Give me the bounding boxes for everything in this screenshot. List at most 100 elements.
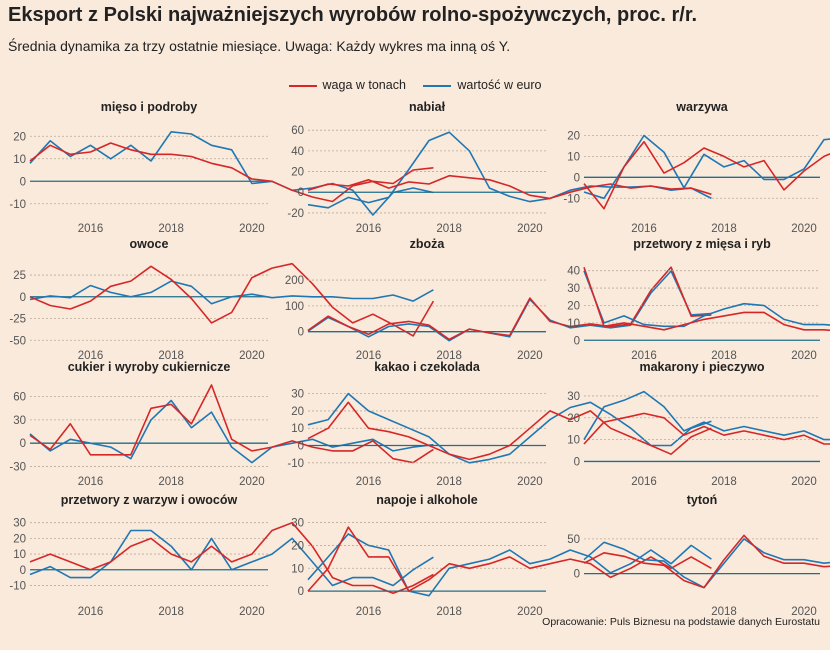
- panel-title: napoje i alkohole: [376, 493, 477, 507]
- y-tick-label: 0: [298, 441, 304, 453]
- y-tick-label: 0: [574, 569, 580, 581]
- x-tick-label: 2018: [158, 350, 184, 362]
- panel-title: przetwory z warzyw i owoców: [61, 493, 238, 507]
- panel-title: owoce: [130, 237, 169, 251]
- series-line-wartosc: [583, 134, 830, 200]
- y-tick-label: 20: [567, 300, 580, 312]
- panel-kakao-i-czekolada: kakao i czekolada -10 0 10 20 30 2016 2018 2020: [287, 360, 712, 488]
- y-tick-label: 10: [567, 435, 580, 447]
- y-tick-label: 0: [574, 172, 580, 184]
- panel-title: warzywa: [675, 100, 728, 114]
- x-tick-label: 2016: [631, 223, 657, 235]
- source-note: Opracowanie: Puls Biznesu na podstawie d…: [542, 616, 820, 628]
- x-tick-label: 2018: [711, 350, 737, 362]
- y-tick-label: 20: [291, 406, 304, 418]
- series-line-wartosc: [29, 529, 434, 587]
- y-tick-label: 20: [13, 131, 26, 143]
- x-tick-label: 2018: [158, 606, 184, 618]
- chart-title: Eksport z Polski najważniejszych wyrobów…: [8, 4, 698, 26]
- y-tick-label: 0: [298, 586, 304, 598]
- y-tick-label: 0: [20, 176, 26, 188]
- x-tick-label: 2018: [436, 476, 462, 488]
- series-line-waga: [583, 412, 830, 445]
- y-tick-label: 30: [13, 415, 26, 427]
- x-tick-label: 2016: [356, 606, 382, 618]
- x-tick-label: 2018: [711, 606, 737, 618]
- series-line-wartosc: [307, 270, 712, 342]
- panel-nabial: nabiał -20 0 20 40 60 2016 2018 2020: [287, 100, 712, 235]
- y-tick-label: -10: [9, 199, 26, 211]
- panel-title: mięso i podroby: [101, 100, 198, 114]
- x-tick-label: 2016: [631, 476, 657, 488]
- x-tick-label: 2020: [791, 476, 817, 488]
- y-tick-label: 60: [291, 125, 304, 137]
- x-tick-label: 2018: [711, 476, 737, 488]
- series-line-wartosc: [307, 533, 712, 597]
- y-tick-label: 10: [291, 423, 304, 435]
- y-tick-label: 10: [567, 318, 580, 330]
- panel-makarony-i-pieczywo: makarony i pieczywo 0 10 20 30 2016 2018 2020: [567, 360, 830, 488]
- y-tick-label: 20: [13, 533, 26, 545]
- y-tick-label: 20: [291, 167, 304, 179]
- y-tick-label: 0: [20, 292, 26, 304]
- x-tick-label: 2016: [356, 350, 382, 362]
- series-line-wartosc: [583, 390, 830, 441]
- x-tick-label: 2020: [239, 223, 265, 235]
- y-tick-label: 30: [291, 389, 304, 401]
- x-tick-label: 2018: [436, 223, 462, 235]
- series-line-wartosc: [307, 131, 712, 209]
- y-tick-label: 0: [574, 456, 580, 468]
- y-tick-label: 40: [567, 266, 580, 278]
- x-tick-label: 2016: [631, 350, 657, 362]
- x-tick-label: 2020: [239, 350, 265, 362]
- y-tick-label: 200: [285, 275, 304, 287]
- y-tick-label: 20: [291, 540, 304, 552]
- x-tick-label: 2018: [436, 350, 462, 362]
- y-tick-label: 30: [567, 283, 580, 295]
- legend-item-waga: waga w tonach: [288, 78, 406, 92]
- x-tick-label: 2020: [239, 606, 265, 618]
- y-tick-label: -20: [287, 208, 304, 220]
- series-line-waga: [583, 534, 830, 589]
- series-line-waga: [583, 266, 830, 332]
- y-tick-label: 20: [567, 413, 580, 425]
- series-line-waga: [307, 401, 712, 461]
- panel-przetwory-z-miesa-i-ryb: przetwory z mięsa i ryb 0 10 20 30 40 2016 2018…: [567, 237, 830, 362]
- legend-label-waga: waga w tonach: [322, 78, 406, 92]
- panel-mieso-i-podroby: mięso i podroby -10 0 10 20 2016 2018 2020: [9, 100, 434, 235]
- series-line-waga: [29, 262, 435, 337]
- panel-napoje-i-alkohole: napoje i alkohole 0 10 20 30 2016 2018 2020: [291, 493, 712, 618]
- panel-tyton: tytoń 0 50 2018 2020: [567, 493, 830, 618]
- x-tick-label: 2020: [791, 223, 817, 235]
- x-tick-label: 2018: [158, 476, 184, 488]
- x-tick-label: 2020: [239, 476, 265, 488]
- y-tick-label: 100: [285, 301, 304, 313]
- panel-title: makarony i pieczywo: [639, 360, 764, 374]
- y-tick-label: 40: [291, 146, 304, 158]
- x-tick-label: 2020: [791, 606, 817, 618]
- x-tick-label: 2020: [517, 476, 543, 488]
- y-tick-label: -10: [287, 458, 304, 470]
- y-tick-label: 0: [298, 327, 304, 339]
- panel-warzywa: warzywa -10 0 10 20 2016 2018 2020: [563, 100, 830, 235]
- x-tick-label: 2016: [78, 350, 104, 362]
- y-tick-label: 20: [567, 130, 580, 142]
- y-tick-label: 60: [13, 392, 26, 404]
- x-tick-label: 2018: [711, 223, 737, 235]
- legend-item-wartosc: wartość w euro: [423, 78, 541, 92]
- panel-title: cukier i wyroby cukiernicze: [68, 360, 231, 374]
- y-tick-label: 50: [567, 534, 580, 546]
- series-line-waga: [583, 140, 830, 210]
- y-tick-label: 0: [298, 187, 304, 199]
- legend-swatch-wartosc: [423, 84, 452, 87]
- y-tick-label: 25: [13, 270, 26, 282]
- panel-title: kakao i czekolada: [374, 360, 481, 374]
- panel-title: tytoń: [687, 493, 718, 507]
- y-tick-label: 30: [13, 518, 26, 530]
- x-tick-label: 2020: [791, 350, 817, 362]
- y-tick-label: 0: [20, 438, 26, 450]
- y-tick-label: 10: [13, 549, 26, 561]
- legend: waga w tonach wartość w euro: [0, 78, 830, 92]
- series-line-waga: [307, 526, 712, 592]
